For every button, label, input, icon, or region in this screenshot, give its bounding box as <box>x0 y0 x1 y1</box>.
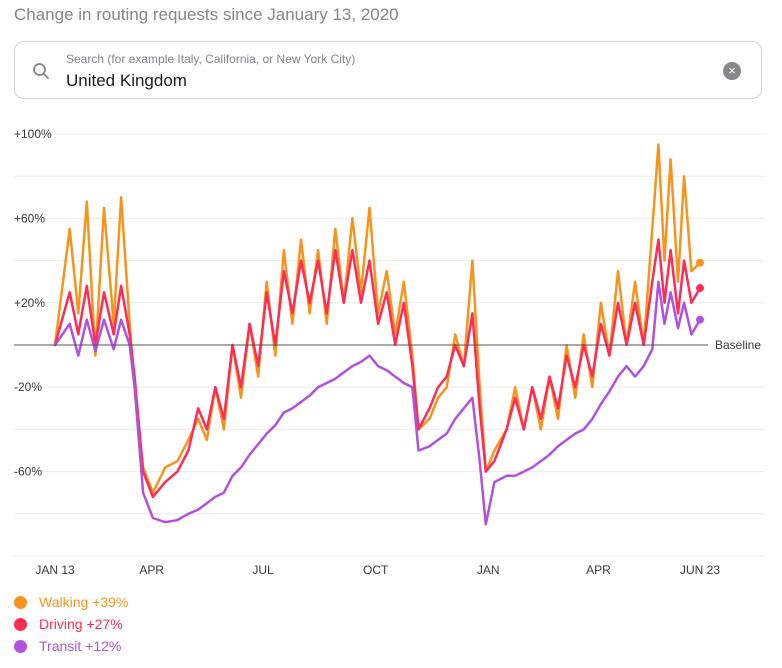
legend-item-transit[interactable]: Transit +12% <box>14 635 128 657</box>
walking-swatch <box>14 595 27 609</box>
series-line-transit <box>53 280 702 526</box>
y-tick-label: +20% <box>14 296 45 310</box>
x-tick-label: JUL <box>252 563 274 577</box>
baseline-label: Baseline <box>715 338 761 352</box>
clear-search-icon[interactable]: × <box>723 62 741 80</box>
series-line-driving <box>53 238 702 499</box>
end-point-driving <box>696 284 704 293</box>
y-tick-label: -20% <box>14 380 42 394</box>
search-placeholder: Search (for example Italy, California, o… <box>66 52 356 66</box>
legend-item-driving[interactable]: Driving +27% <box>14 613 128 635</box>
y-tick-label: +100% <box>14 127 52 141</box>
search-input[interactable]: United Kingdom <box>66 71 187 90</box>
transit-swatch <box>14 639 27 653</box>
x-tick-label: JAN 13 <box>35 563 75 577</box>
end-point-walking <box>696 258 704 267</box>
chart-legend: Walking +39% Driving +27% Transit +12% <box>14 591 128 657</box>
legend-label-transit: Transit +12% <box>39 638 122 654</box>
mobility-line-chart: +100% +60% +20% -20% -60% JAN 13 APR JUL OCT JAN A… <box>14 127 764 577</box>
chart-subtitle: Change in routing requests since January… <box>14 5 399 24</box>
legend-label-driving: Driving +27% <box>39 616 123 632</box>
search-icon <box>33 63 49 79</box>
x-tick-label: JUN 23 <box>680 563 720 577</box>
series-line-walking <box>53 143 702 494</box>
search-box[interactable]: Search (for example Italy, California, o… <box>14 41 762 99</box>
legend-label-walking: Walking +39% <box>39 594 129 610</box>
end-point-transit <box>696 315 704 324</box>
x-tick-label: OCT <box>363 563 389 577</box>
x-tick-label: APR <box>139 563 164 577</box>
x-tick-label: APR <box>586 563 611 577</box>
y-tick-label: -60% <box>14 465 42 479</box>
y-tick-label: +60% <box>14 211 45 225</box>
legend-item-walking[interactable]: Walking +39% <box>14 591 128 613</box>
x-tick-label: JAN <box>477 563 500 577</box>
driving-swatch <box>14 617 27 631</box>
